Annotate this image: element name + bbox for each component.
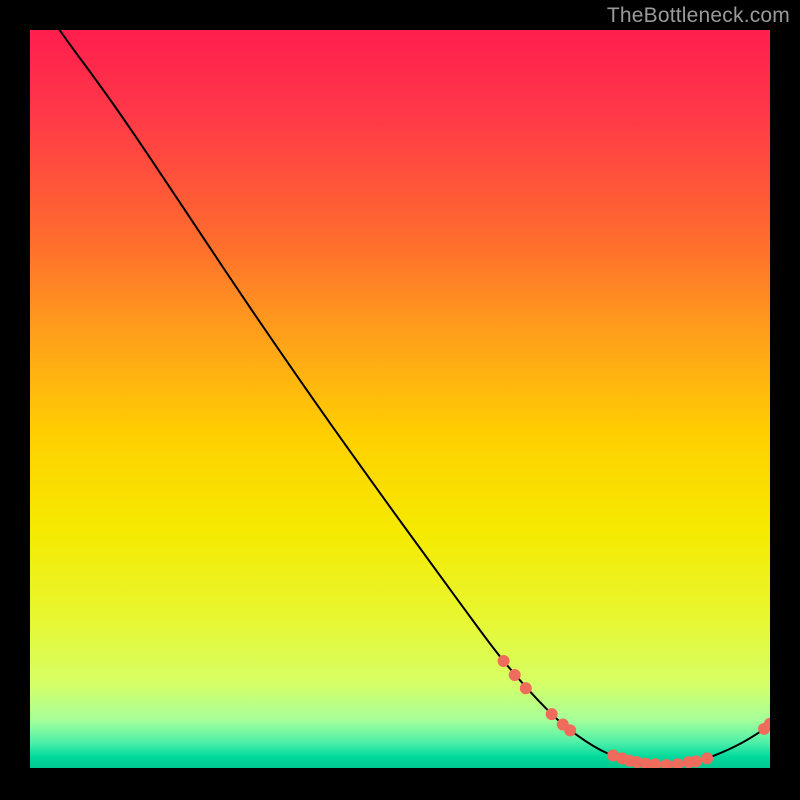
chart-container: TheBottleneck.com (0, 0, 800, 800)
data-point-marker (564, 724, 576, 736)
watermark-text: TheBottleneck.com (607, 4, 790, 28)
data-point-marker (690, 755, 702, 767)
data-point-marker (509, 669, 521, 681)
data-point-marker (520, 682, 532, 694)
gradient-background (30, 30, 770, 768)
data-point-marker (701, 752, 713, 764)
plot-area (30, 30, 770, 768)
data-point-marker (546, 708, 558, 720)
chart-svg (30, 30, 770, 768)
data-point-marker (498, 655, 510, 667)
